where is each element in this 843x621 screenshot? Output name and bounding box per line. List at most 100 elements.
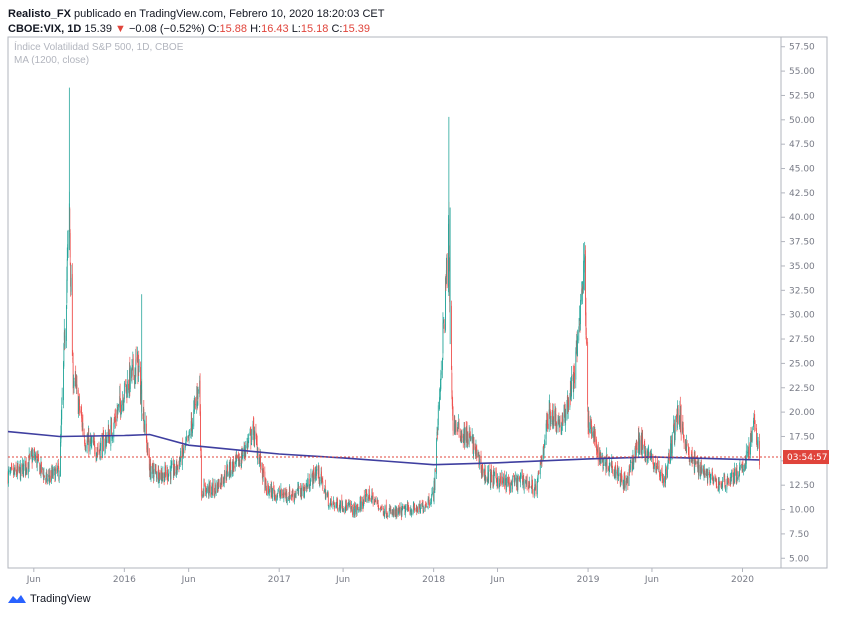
candle-body	[78, 398, 80, 401]
tradingview-logo-icon[interactable]	[8, 594, 26, 604]
candle-body	[573, 374, 575, 392]
indicator-label: MA (1200, close)	[14, 55, 89, 66]
candle-body	[283, 493, 285, 499]
candle-body	[222, 481, 224, 484]
candle-body	[369, 498, 371, 499]
candle-body	[605, 463, 606, 465]
candle-body	[321, 478, 323, 481]
candle-body	[594, 431, 596, 442]
candle-body	[431, 497, 432, 502]
candle-body	[425, 506, 427, 508]
candle-body	[747, 451, 748, 454]
candle-body	[311, 474, 313, 475]
candle-body	[113, 429, 115, 438]
candle-body	[680, 414, 682, 435]
candle-body	[303, 490, 305, 497]
candle-body	[634, 448, 636, 461]
author-name[interactable]: Realisto_FX	[8, 8, 71, 20]
candle-body	[730, 478, 732, 483]
time-axis[interactable]: Jun 2016 Jun 2017 Jun 2018 Jun 2019 Jun 2020	[26, 568, 754, 585]
candle-body	[173, 473, 175, 476]
candle-body	[306, 484, 308, 487]
candle-body	[200, 454, 202, 497]
candle-body	[656, 463, 658, 468]
candle-body	[725, 489, 726, 491]
footer-brand[interactable]: TradingView	[30, 593, 91, 605]
candle-body	[537, 473, 539, 480]
candle-body	[129, 367, 131, 389]
candle-body	[331, 503, 333, 506]
candle-body	[454, 422, 456, 431]
candle-body	[199, 380, 201, 394]
candle-body	[135, 359, 137, 377]
candle-body	[526, 476, 528, 482]
candle-body	[259, 456, 261, 463]
candle-body	[226, 465, 228, 467]
candle-body	[159, 470, 161, 479]
candle-body	[723, 474, 725, 477]
candle-body	[283, 496, 284, 498]
candle-body	[637, 448, 639, 453]
candle-body	[286, 493, 288, 500]
candle-body	[9, 469, 11, 473]
candle-body	[682, 427, 684, 435]
candle-body	[398, 509, 399, 512]
candle-body	[502, 481, 504, 483]
candle-body	[354, 505, 356, 513]
candle-body	[555, 428, 557, 433]
candle-body	[729, 482, 731, 484]
candle-body	[617, 477, 619, 479]
candle-body	[323, 490, 325, 493]
candle-body	[58, 467, 60, 479]
candle-body	[561, 428, 562, 431]
price-axis[interactable]: 57.50 55.00 52.50 50.00 47.50 45.00 42.50 40.00…	[781, 43, 815, 565]
candle-body	[325, 493, 327, 500]
candle-body	[107, 433, 109, 442]
candle-body	[315, 472, 316, 478]
candle-body	[525, 481, 527, 486]
time-tick-label: Jun	[335, 575, 350, 585]
candle-body	[120, 402, 121, 415]
candle-body	[273, 486, 275, 491]
candle-body	[274, 493, 275, 499]
candle-body	[205, 493, 207, 496]
candle-body	[748, 452, 749, 456]
candle-body	[711, 473, 713, 477]
candle-body	[338, 507, 340, 510]
candle-body	[319, 480, 321, 484]
candle-body	[552, 420, 554, 423]
candle-body	[240, 464, 242, 467]
candle-body	[106, 439, 107, 444]
candle-body	[81, 413, 83, 419]
candle-body	[45, 475, 47, 479]
candle-body	[726, 480, 728, 490]
price-tick-label: 37.50	[789, 238, 815, 248]
candle-body	[407, 505, 409, 509]
candle-body	[23, 464, 25, 477]
candle-body	[415, 509, 417, 511]
candle-body	[695, 462, 696, 464]
candle-body	[399, 506, 401, 515]
candle-body	[335, 504, 337, 508]
candle-body	[425, 503, 426, 506]
candle-body	[463, 435, 465, 443]
candle-body	[36, 453, 38, 467]
candle-body	[250, 431, 251, 432]
candle-body	[645, 450, 647, 460]
candle-body	[27, 462, 29, 474]
candle-body	[258, 458, 260, 464]
candle-body	[108, 433, 110, 442]
candle-body	[638, 435, 639, 454]
candle-body	[431, 493, 433, 496]
candle-body	[347, 505, 349, 510]
candle-body	[332, 501, 334, 504]
candle-body	[708, 472, 710, 475]
candle-body	[717, 489, 719, 491]
candle-body	[85, 449, 87, 452]
high-value: 16.43	[261, 23, 289, 35]
candle-body	[385, 504, 387, 517]
candle-body	[737, 477, 738, 480]
candle-body	[362, 501, 363, 506]
candle-body	[757, 440, 759, 446]
